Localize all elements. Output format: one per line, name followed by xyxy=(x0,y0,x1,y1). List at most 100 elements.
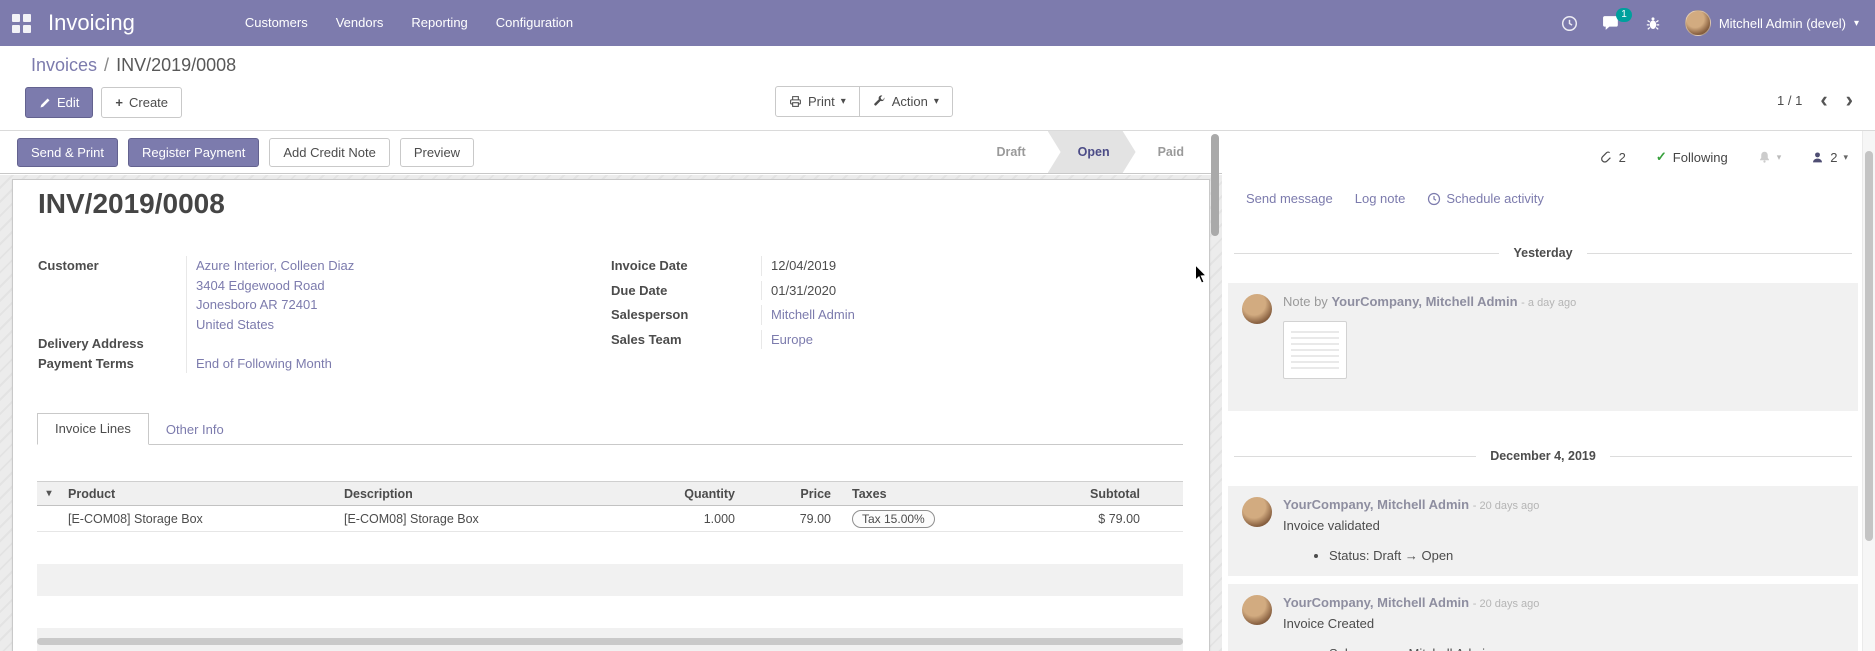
due-date-label: Due Date xyxy=(611,282,668,298)
notebook-tabs: Invoice Lines Other Info xyxy=(37,413,1183,445)
customer-name-link[interactable]: Azure Interior, Colleen Diaz xyxy=(196,258,355,273)
col-product[interactable]: Product xyxy=(68,486,116,501)
chevron-down-icon: ▾ xyxy=(1853,17,1859,29)
tracking-value: Status: Draft → Open xyxy=(1329,547,1846,565)
plus-icon: + xyxy=(115,95,123,110)
messages-icon[interactable]: 1 xyxy=(1602,7,1632,32)
chevron-left-icon[interactable]: ‹ xyxy=(1820,87,1828,112)
following-button[interactable]: ✓ Following xyxy=(1656,149,1728,165)
activities-clock-icon[interactable] xyxy=(1561,15,1578,32)
tax-badge: Tax 15.00% xyxy=(852,509,935,528)
status-pipeline: Draft Open Paid xyxy=(974,131,1206,173)
cell-product[interactable]: [E-COM08] Storage Box xyxy=(68,511,203,526)
pencil-icon xyxy=(40,98,50,107)
invoice-date-field: Invoice Date 12/04/2019 xyxy=(611,256,1176,276)
action-button[interactable]: Action ▾ xyxy=(858,86,953,117)
edit-button[interactable]: Edit xyxy=(25,87,94,118)
debug-bug-icon[interactable] xyxy=(1645,15,1661,32)
message-time: - 20 days ago xyxy=(1472,598,1540,610)
delivery-address-label: Delivery Address xyxy=(38,336,144,351)
log-note-link[interactable]: Log note xyxy=(1354,191,1406,206)
empty-row xyxy=(37,564,1183,596)
invoice-date-value: 12/04/2019 xyxy=(761,256,1176,276)
due-date-value: 01/31/2020 xyxy=(761,280,1176,300)
author-name[interactable]: YourCompany, Mitchell Admin xyxy=(1283,595,1470,610)
sort-caret-icon[interactable]: ▾ xyxy=(46,488,52,499)
notification-bell-toggle[interactable]: ▾ xyxy=(1758,150,1781,164)
payment-terms-label: Payment Terms xyxy=(38,355,134,371)
cell-subtotal: $ 79.00 xyxy=(1098,511,1140,526)
send-print-button[interactable]: Send & Print xyxy=(17,138,118,167)
invoice-date-label: Invoice Date xyxy=(611,258,688,273)
payment-terms-field: Payment Terms End of Following Month xyxy=(38,353,583,373)
paperclip-icon xyxy=(1600,150,1611,163)
col-quantity[interactable]: Quantity xyxy=(684,486,735,501)
customer-label: Customer xyxy=(38,258,99,273)
statusbar: Send & Print Register Payment Add Credit… xyxy=(0,131,1222,174)
salesperson-link[interactable]: Mitchell Admin xyxy=(771,307,855,322)
author-avatar xyxy=(1242,595,1272,625)
tab-invoice-lines[interactable]: Invoice Lines xyxy=(37,413,149,445)
status-paid[interactable]: Paid xyxy=(1157,145,1184,159)
menu-item-vendors[interactable]: Vendors xyxy=(335,15,384,30)
apps-grid-icon[interactable] xyxy=(12,13,31,33)
empty-row xyxy=(37,596,1183,628)
breadcrumb-invoices-link[interactable]: Invoices xyxy=(31,55,98,75)
date-divider: Yesterday xyxy=(1234,246,1853,260)
col-description[interactable]: Description xyxy=(344,486,413,501)
empty-row xyxy=(37,532,1183,564)
add-credit-note-button[interactable]: Add Credit Note xyxy=(269,138,390,167)
author-name[interactable]: YourCompany, Mitchell Admin xyxy=(1331,294,1518,309)
customer-value: Azure Interior, Colleen Diaz 3404 Edgewo… xyxy=(186,256,583,334)
preview-button[interactable]: Preview xyxy=(399,138,475,167)
statusbar-buttons: Send & Print Register Payment Add Credit… xyxy=(17,138,475,167)
form-scrollbar-thumb[interactable] xyxy=(1211,134,1219,236)
customer-street: 3404 Edgewood Road xyxy=(196,277,325,293)
form-buttons: Edit + Create xyxy=(25,87,183,118)
message-time: - a day ago xyxy=(1521,297,1577,309)
customer-field: Customer Azure Interior, Colleen Diaz 34… xyxy=(38,256,583,334)
chevron-right-icon[interactable]: › xyxy=(1845,87,1853,112)
menu-item-configuration[interactable]: Configuration xyxy=(495,15,574,30)
menu-item-customers[interactable]: Customers xyxy=(244,15,308,30)
salesperson-label: Salesperson xyxy=(611,307,689,322)
cell-description[interactable]: [E-COM08] Storage Box xyxy=(344,511,479,526)
tracking-message: YourCompany, Mitchell Admin - 20 days ag… xyxy=(1228,486,1858,576)
col-taxes[interactable]: Taxes xyxy=(852,486,887,501)
schedule-activity-link[interactable]: Schedule activity xyxy=(1427,191,1544,206)
breadcrumb-separator: / xyxy=(104,55,110,75)
tracking-message: YourCompany, Mitchell Admin - 20 days ag… xyxy=(1228,584,1858,651)
tracking-values: Status: Draft → Open xyxy=(1283,547,1846,565)
status-open[interactable]: Open xyxy=(1048,131,1136,173)
payment-terms-link[interactable]: End of Following Month xyxy=(196,355,332,371)
tracking-value: Salesperson: Mitchell Admin xyxy=(1329,645,1846,651)
app-brand[interactable]: Invoicing xyxy=(48,10,135,35)
action-buttons: Print ▾ Action ▾ xyxy=(775,86,953,117)
horizontal-scrollbar[interactable] xyxy=(37,638,1183,645)
print-button[interactable]: Print ▾ xyxy=(775,86,860,117)
tab-other-info[interactable]: Other Info xyxy=(165,422,224,437)
attachment-thumbnail[interactable] xyxy=(1283,321,1347,379)
user-menu[interactable]: Mitchell Admin (devel) ▾ xyxy=(1684,10,1859,36)
chatter-meta-row: 2 ✓ Following ▾ 2 ▾ xyxy=(1246,149,1848,165)
chatter-scrollbar-thumb[interactable] xyxy=(1865,151,1873,541)
status-draft[interactable]: Draft xyxy=(996,145,1026,159)
sales-team-link[interactable]: Europe xyxy=(771,331,813,347)
author-avatar xyxy=(1242,294,1272,324)
col-price[interactable]: Price xyxy=(800,486,831,501)
col-subtotal[interactable]: Subtotal xyxy=(1090,486,1140,501)
invoice-sheet: INV/2019/0008 Customer Azure Interior, C… xyxy=(12,179,1210,651)
create-button[interactable]: + Create xyxy=(101,87,183,118)
form-view-background: INV/2019/0008 Customer Azure Interior, C… xyxy=(0,175,1222,651)
author-name[interactable]: YourCompany, Mitchell Admin xyxy=(1283,497,1470,512)
chevron-down-icon: ▾ xyxy=(1843,151,1848,162)
following-label: Following xyxy=(1672,149,1728,165)
table-row[interactable]: [E-COM08] Storage Box [E-COM08] Storage … xyxy=(37,506,1183,532)
menu-item-reporting[interactable]: Reporting xyxy=(411,15,468,30)
followers-button[interactable]: 2 ▾ xyxy=(1811,150,1848,165)
attachments-toggle[interactable]: 2 xyxy=(1600,150,1626,165)
register-payment-button[interactable]: Register Payment xyxy=(128,138,260,167)
delivery-address-value xyxy=(186,334,583,354)
send-message-link[interactable]: Send message xyxy=(1246,191,1333,206)
